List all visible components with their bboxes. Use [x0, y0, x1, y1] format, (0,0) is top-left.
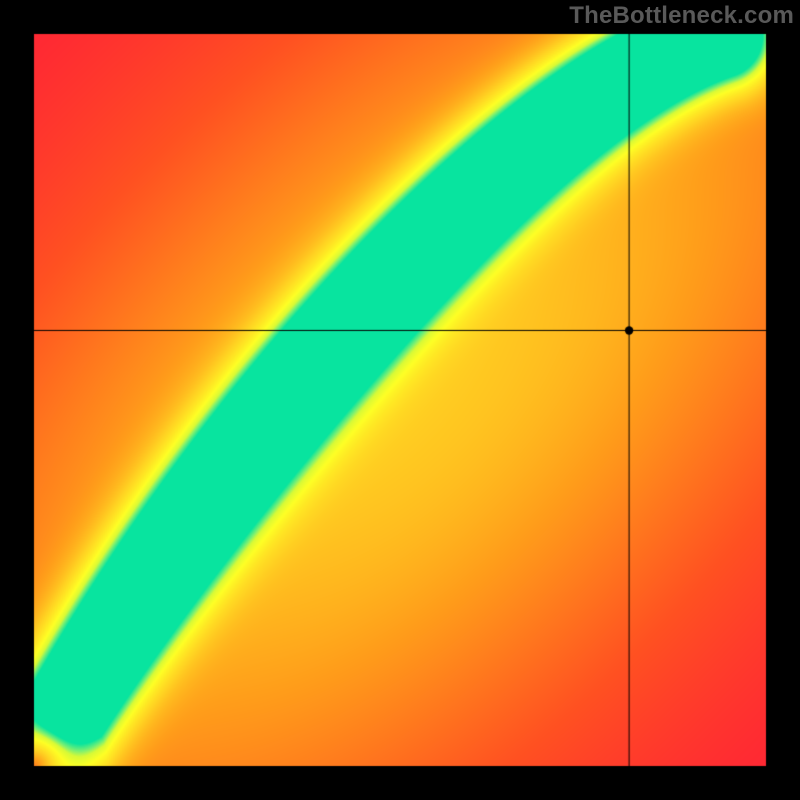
chart-container: TheBottleneck.com [0, 0, 800, 800]
heatmap-canvas [0, 0, 800, 800]
watermark-text: TheBottleneck.com [569, 2, 794, 30]
